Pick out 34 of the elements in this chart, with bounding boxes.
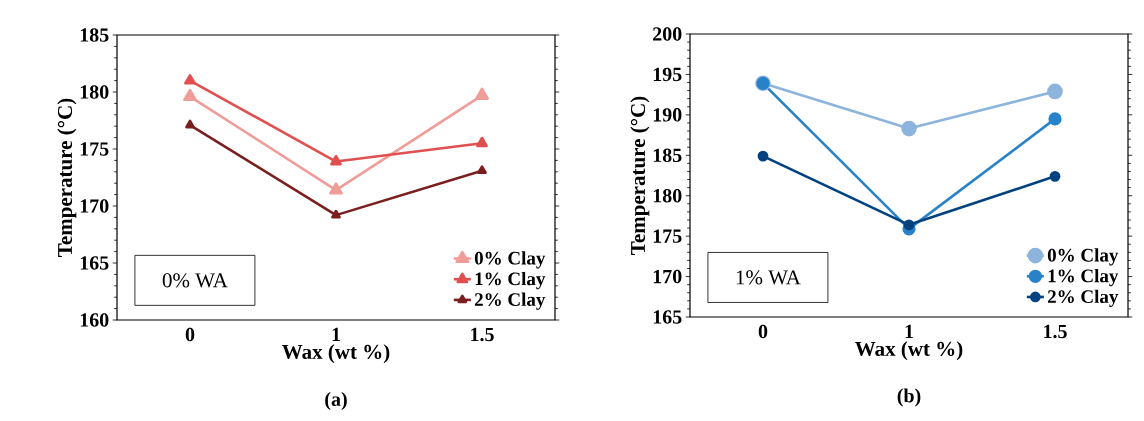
legend-label: 2% Clay [1047, 289, 1119, 307]
legend-label: 1% Clay [475, 271, 546, 290]
y-axis-title: Temperature (°C) [57, 98, 77, 257]
y-tick-label: 190 [653, 108, 682, 122]
x-tick-label: 0 [758, 324, 768, 339]
y-tick-label: 170 [653, 269, 682, 284]
legend-label: 0% Clay [1047, 248, 1119, 266]
y-tick-label: 175 [653, 229, 682, 243]
text: (b) [897, 388, 921, 407]
x-tick-label: 1 [332, 327, 340, 342]
y-axis-title: Temperature (°C) [630, 96, 650, 255]
legend-label: 2% Clay [474, 292, 546, 310]
x-axis-title: Wax (wt %) [855, 341, 963, 361]
text: (a) [325, 391, 347, 411]
y-tick-label: 180 [80, 85, 109, 99]
y-tick-label: 175 [80, 142, 109, 156]
annotation: 1% WA [736, 270, 801, 285]
x-axis-title: Wax (wt %) [282, 344, 390, 364]
y-tick-label: 165 [653, 310, 682, 324]
legend-label: 1% Clay [1048, 268, 1119, 287]
y-tick-label: 180 [653, 188, 682, 203]
y-tick-label: 165 [80, 256, 109, 270]
x-tick-label: 1.5 [1044, 324, 1067, 339]
y-tick-label: 160 [80, 313, 109, 327]
x-tick-label: 0 [185, 327, 195, 342]
y-tick-label: 195 [653, 67, 682, 82]
y-tick-label: 185 [80, 28, 109, 42]
x-tick-label: 1 [905, 324, 913, 339]
y-tick-label: 200 [653, 27, 682, 41]
y-tick-label: 185 [653, 148, 682, 163]
legend-label: 0% Clay [474, 251, 546, 269]
annotation: 0% WA [162, 273, 228, 288]
x-tick-label: 1.5 [471, 327, 494, 342]
y-tick-label: 170 [80, 199, 109, 213]
